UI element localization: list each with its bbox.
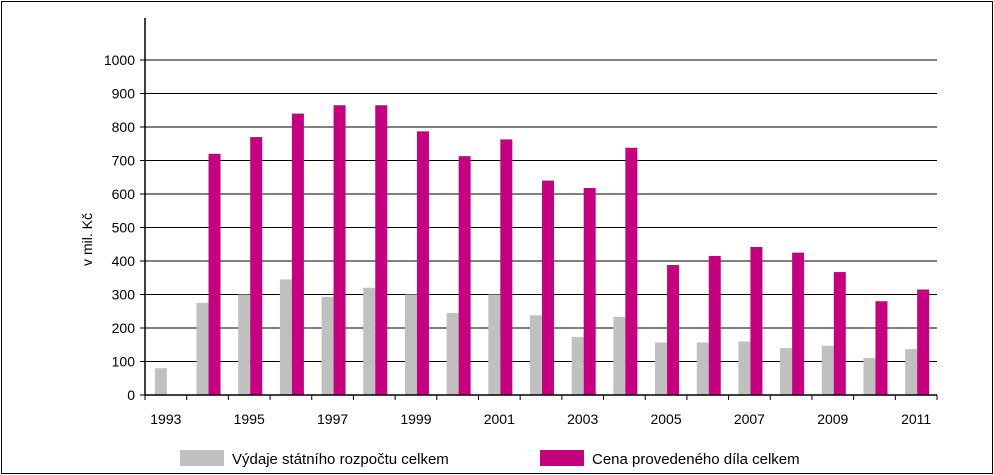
y-axis-title: v mil. Kč: [79, 213, 95, 266]
y-tick-label: 600: [112, 186, 136, 202]
legend: Výdaje státního rozpočtu celkem Cena prov…: [180, 450, 800, 468]
legend-swatch: [540, 450, 584, 466]
x-tick-label: 2011: [901, 411, 931, 427]
bar-vydaje-1998: [363, 287, 376, 395]
y-tick-label: 900: [112, 86, 136, 102]
bar-vydaje-2007: [738, 341, 751, 395]
y-tick-label: 1000: [104, 52, 135, 68]
x-tick-label: 2005: [650, 411, 681, 427]
y-tick-label: 800: [112, 119, 136, 135]
bar-cena-2002: [542, 180, 554, 395]
bar-vydaje-2001: [488, 294, 501, 395]
bar-cena-1999: [416, 131, 429, 396]
bar-cena-2009: [833, 272, 846, 395]
y-tick-label: 400: [112, 253, 136, 269]
bar-cena-2011: [917, 289, 930, 395]
x-tick-label: 1995: [234, 411, 265, 427]
legend-swatch: [180, 450, 224, 466]
bar-vydaje-1993: [154, 368, 167, 395]
bar-vydaje-1995: [238, 294, 251, 395]
bar-vydaje-1999: [404, 294, 417, 395]
x-tick-labels: 1993 1995 1997 1999 2001 2003 2005 2007 2009 2011: [144, 395, 938, 427]
bar-cena-1994: [208, 153, 221, 395]
y-tick-label: 200: [112, 320, 136, 336]
bar-vydaje-2005: [655, 342, 668, 395]
y-tick-label: 100: [112, 354, 136, 370]
bar-vydaje-2011: [905, 349, 918, 395]
bar-cena-1997: [333, 105, 346, 395]
bar-cena-2001: [500, 139, 513, 395]
legend-label: Cena provedeného díla celkem: [592, 451, 800, 468]
bar-cena-2005: [667, 265, 680, 395]
bar-cena-1998: [375, 105, 388, 395]
x-tick-label: 2001: [484, 411, 515, 427]
y-tick-label: 700: [112, 153, 136, 169]
bars: [154, 105, 930, 396]
bar-vydaje-2006: [696, 342, 709, 395]
x-tick-label: 1999: [400, 411, 431, 427]
legend-label: Výdaje státního rozpočtu celkem: [232, 451, 449, 468]
y-tick-labels: 0 100 200 300 400 500 600 700 800 900 1000: [104, 52, 145, 403]
bar-vydaje-2004: [613, 316, 626, 395]
bar-vydaje-2003: [571, 337, 584, 395]
y-tick-label: 0: [127, 387, 135, 403]
gridlines: [145, 59, 937, 362]
bar-vydaje-2000: [446, 312, 459, 395]
bar-cena-2007: [750, 246, 763, 395]
x-tick-label: 2009: [817, 411, 848, 427]
bar-vydaje-1994: [196, 302, 209, 395]
x-tick-label: 2007: [734, 411, 765, 427]
y-tick-label: 500: [112, 220, 136, 236]
bar-vydaje-2002: [530, 315, 542, 395]
bar-cena-2006: [708, 255, 721, 395]
bar-cena-2000: [458, 156, 471, 395]
bar-cena-1995: [250, 137, 263, 396]
bar-vydaje-2009: [821, 345, 834, 395]
bar-vydaje-2010: [863, 358, 876, 395]
bar-cena-2004: [625, 147, 638, 395]
x-tick-label: 1993: [150, 411, 181, 427]
bar-vydaje-1997: [321, 296, 334, 395]
bar-vydaje-1996: [279, 279, 292, 395]
x-tick-label: 1997: [317, 411, 348, 427]
bar-cena-2008: [792, 252, 805, 395]
x-tick-label: 2003: [567, 411, 598, 427]
bar-cena-2003: [583, 187, 596, 395]
bar-cena-1996: [291, 113, 304, 395]
bar-cena-2010: [875, 301, 888, 395]
bar-vydaje-2008: [780, 348, 793, 395]
y-tick-label: 300: [112, 287, 136, 303]
